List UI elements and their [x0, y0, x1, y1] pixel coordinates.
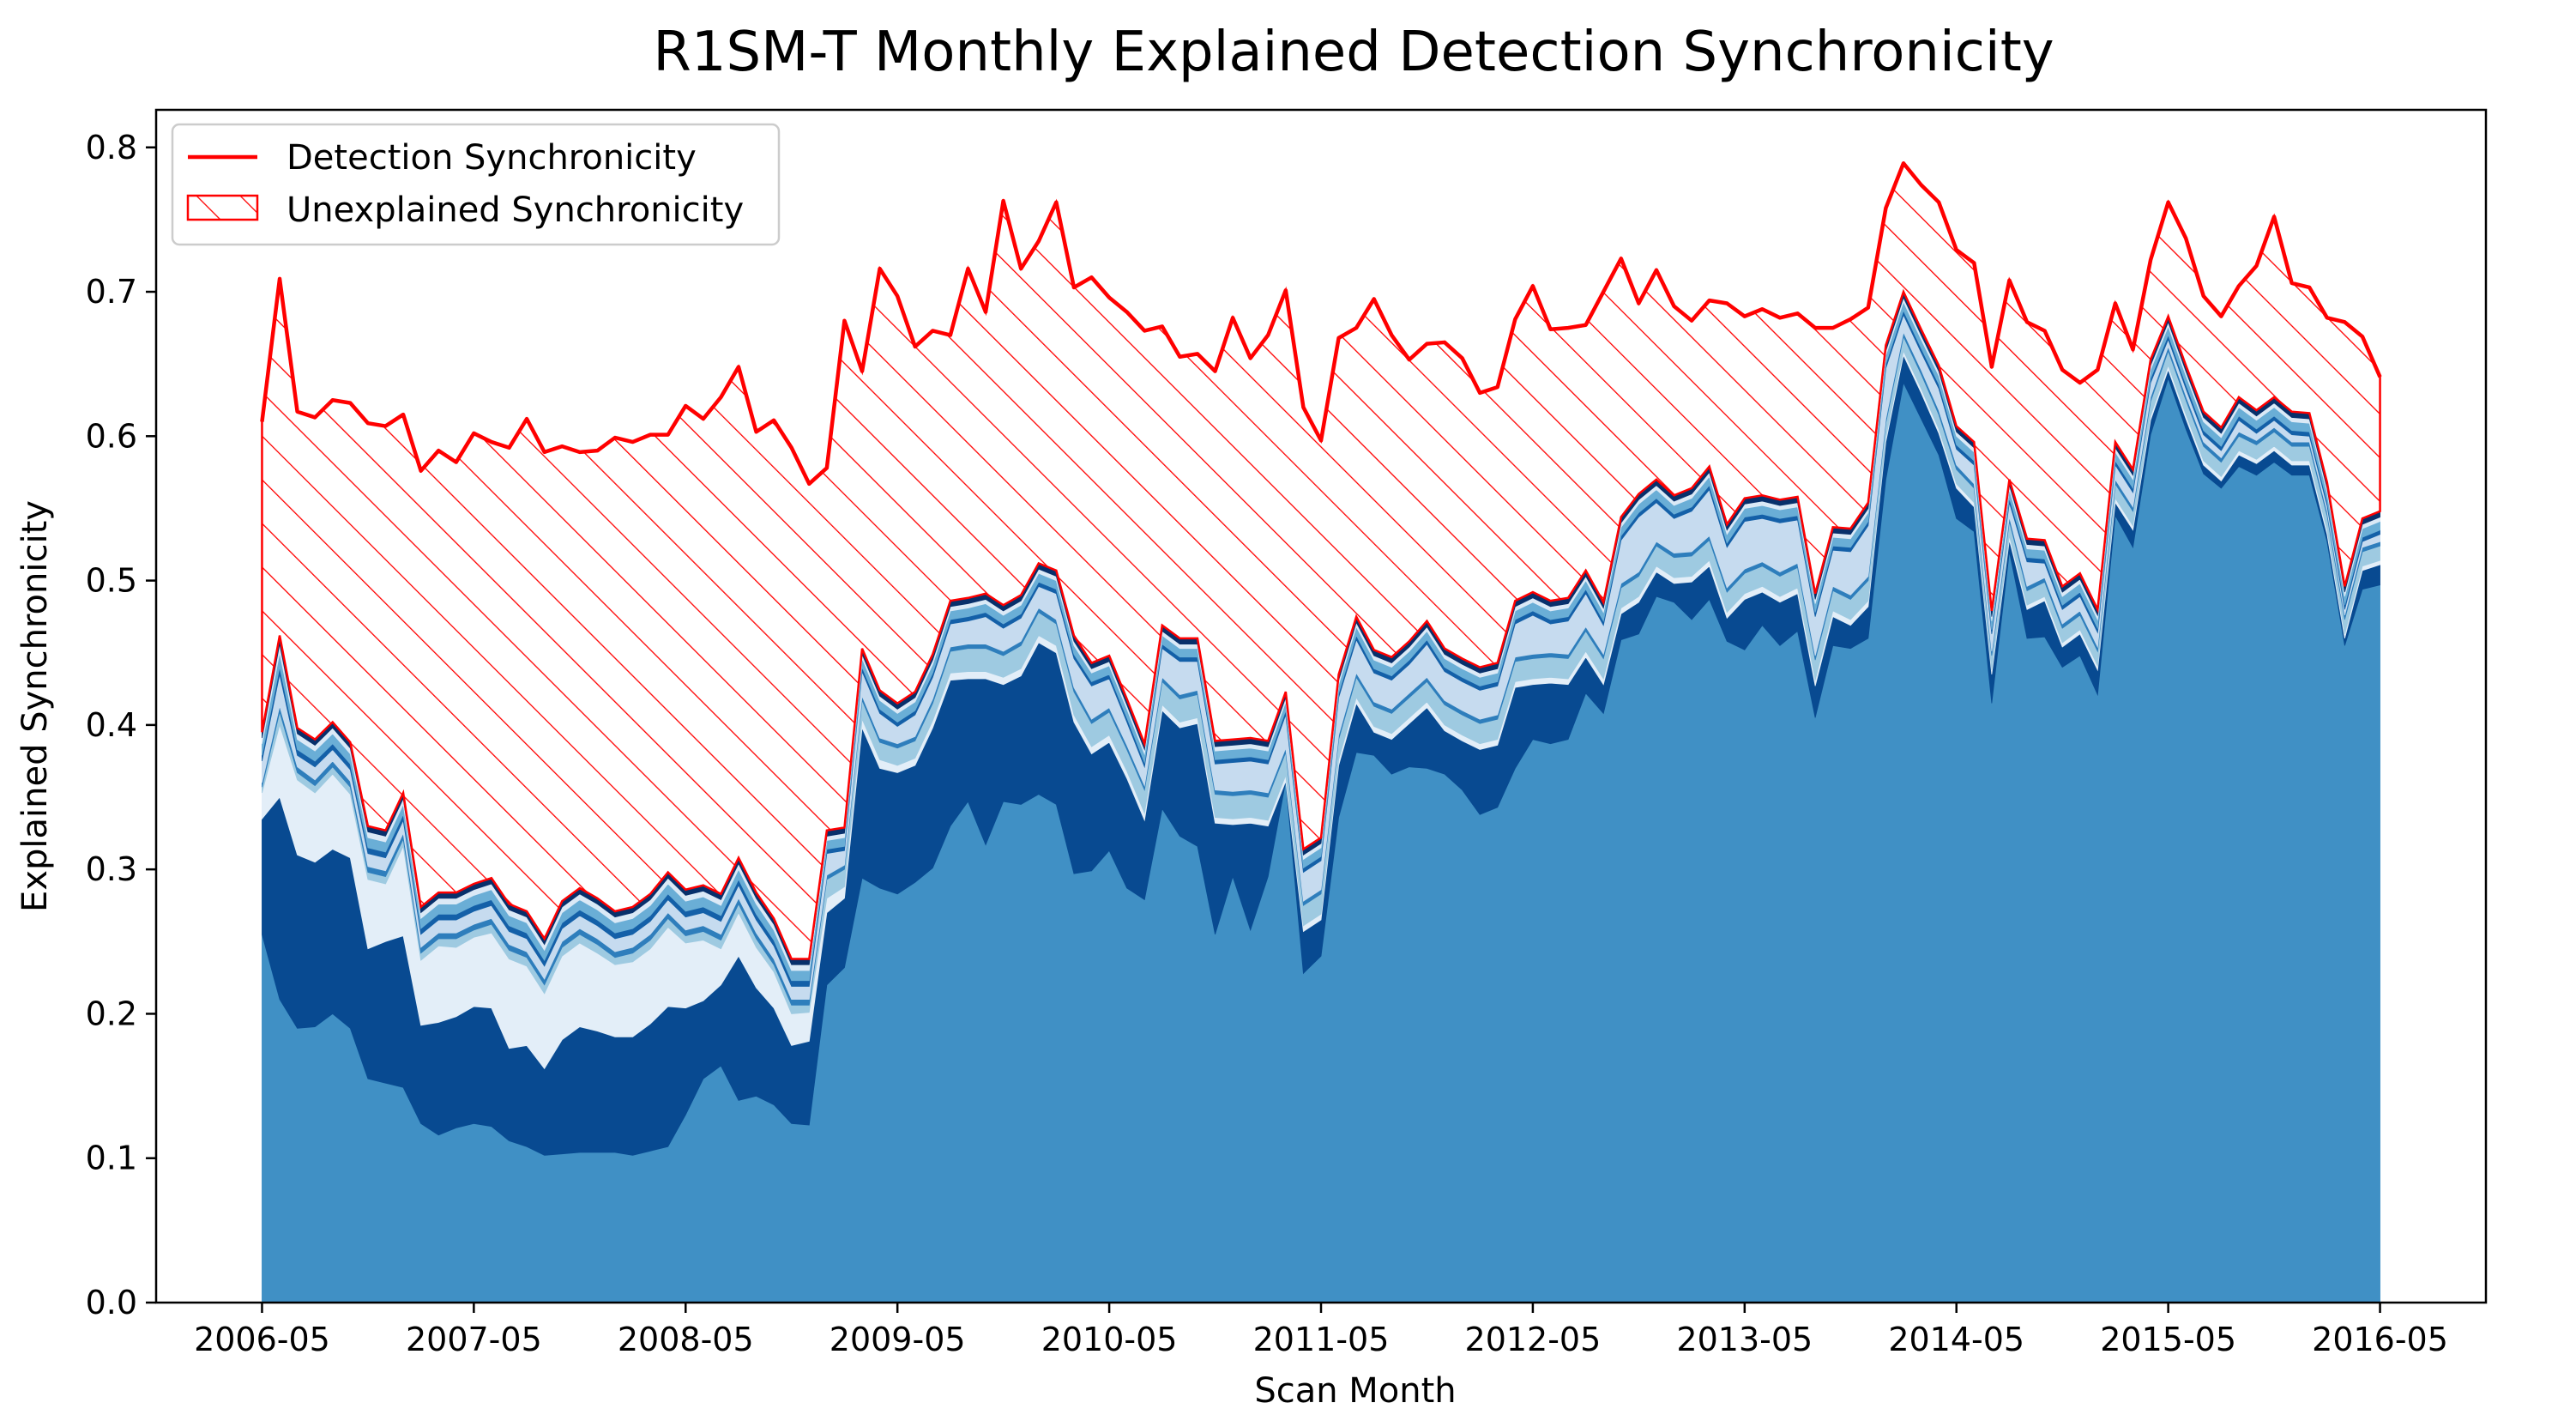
y-tick-label: 0.2 — [86, 995, 137, 1032]
y-tick-label: 0.1 — [86, 1140, 137, 1177]
y-tick-label: 0.6 — [86, 417, 137, 455]
x-tick-label: 2006-05 — [194, 1321, 330, 1358]
x-tick-label: 2012-05 — [1465, 1321, 1602, 1358]
x-tick-label: 2013-05 — [1676, 1321, 1813, 1358]
x-tick-label: 2016-05 — [2312, 1321, 2448, 1358]
x-axis: 2006-05 2007-05 2008-05 2009-05 2010-05 2011-… — [194, 1303, 2448, 1358]
plot-area — [260, 160, 2382, 1303]
legend-label-unexplained: Unexplained Synchronicity — [287, 190, 744, 230]
y-tick-label: 0.3 — [86, 850, 137, 888]
legend: Detection Synchronicity Unexplained Sync… — [171, 123, 781, 246]
y-tick-label: 0.0 — [86, 1284, 137, 1321]
chart-title: R1SM-T Monthly Explained Detection Synch… — [653, 21, 2054, 84]
legend-label-detection: Detection Synchronicity — [287, 138, 697, 178]
x-tick-label: 2007-05 — [406, 1321, 542, 1358]
y-tick-label: 0.5 — [86, 562, 137, 600]
detection-synchronicity-line — [260, 161, 2382, 487]
x-tick-label: 2010-05 — [1041, 1321, 1178, 1358]
x-tick-label: 2011-05 — [1253, 1321, 1390, 1358]
y-tick-label: 0.4 — [86, 706, 137, 744]
x-tick-label: 2008-05 — [618, 1321, 754, 1358]
y-tick-label: 0.8 — [86, 129, 137, 166]
x-axis-label: Scan Month — [1254, 1371, 1456, 1411]
legend-hatch-swatch — [186, 194, 259, 221]
x-tick-label: 2015-05 — [2100, 1321, 2236, 1358]
x-tick-label: 2014-05 — [1888, 1321, 2024, 1358]
x-tick-label: 2009-05 — [830, 1321, 966, 1358]
y-axis-label: Explained Synchronicity — [15, 500, 55, 912]
legend-box — [171, 123, 781, 246]
y-axis: 0.0 0.1 0.2 0.3 0.4 0.5 0.6 0.7 0.8 — [86, 129, 156, 1321]
y-tick-label: 0.7 — [86, 273, 137, 311]
